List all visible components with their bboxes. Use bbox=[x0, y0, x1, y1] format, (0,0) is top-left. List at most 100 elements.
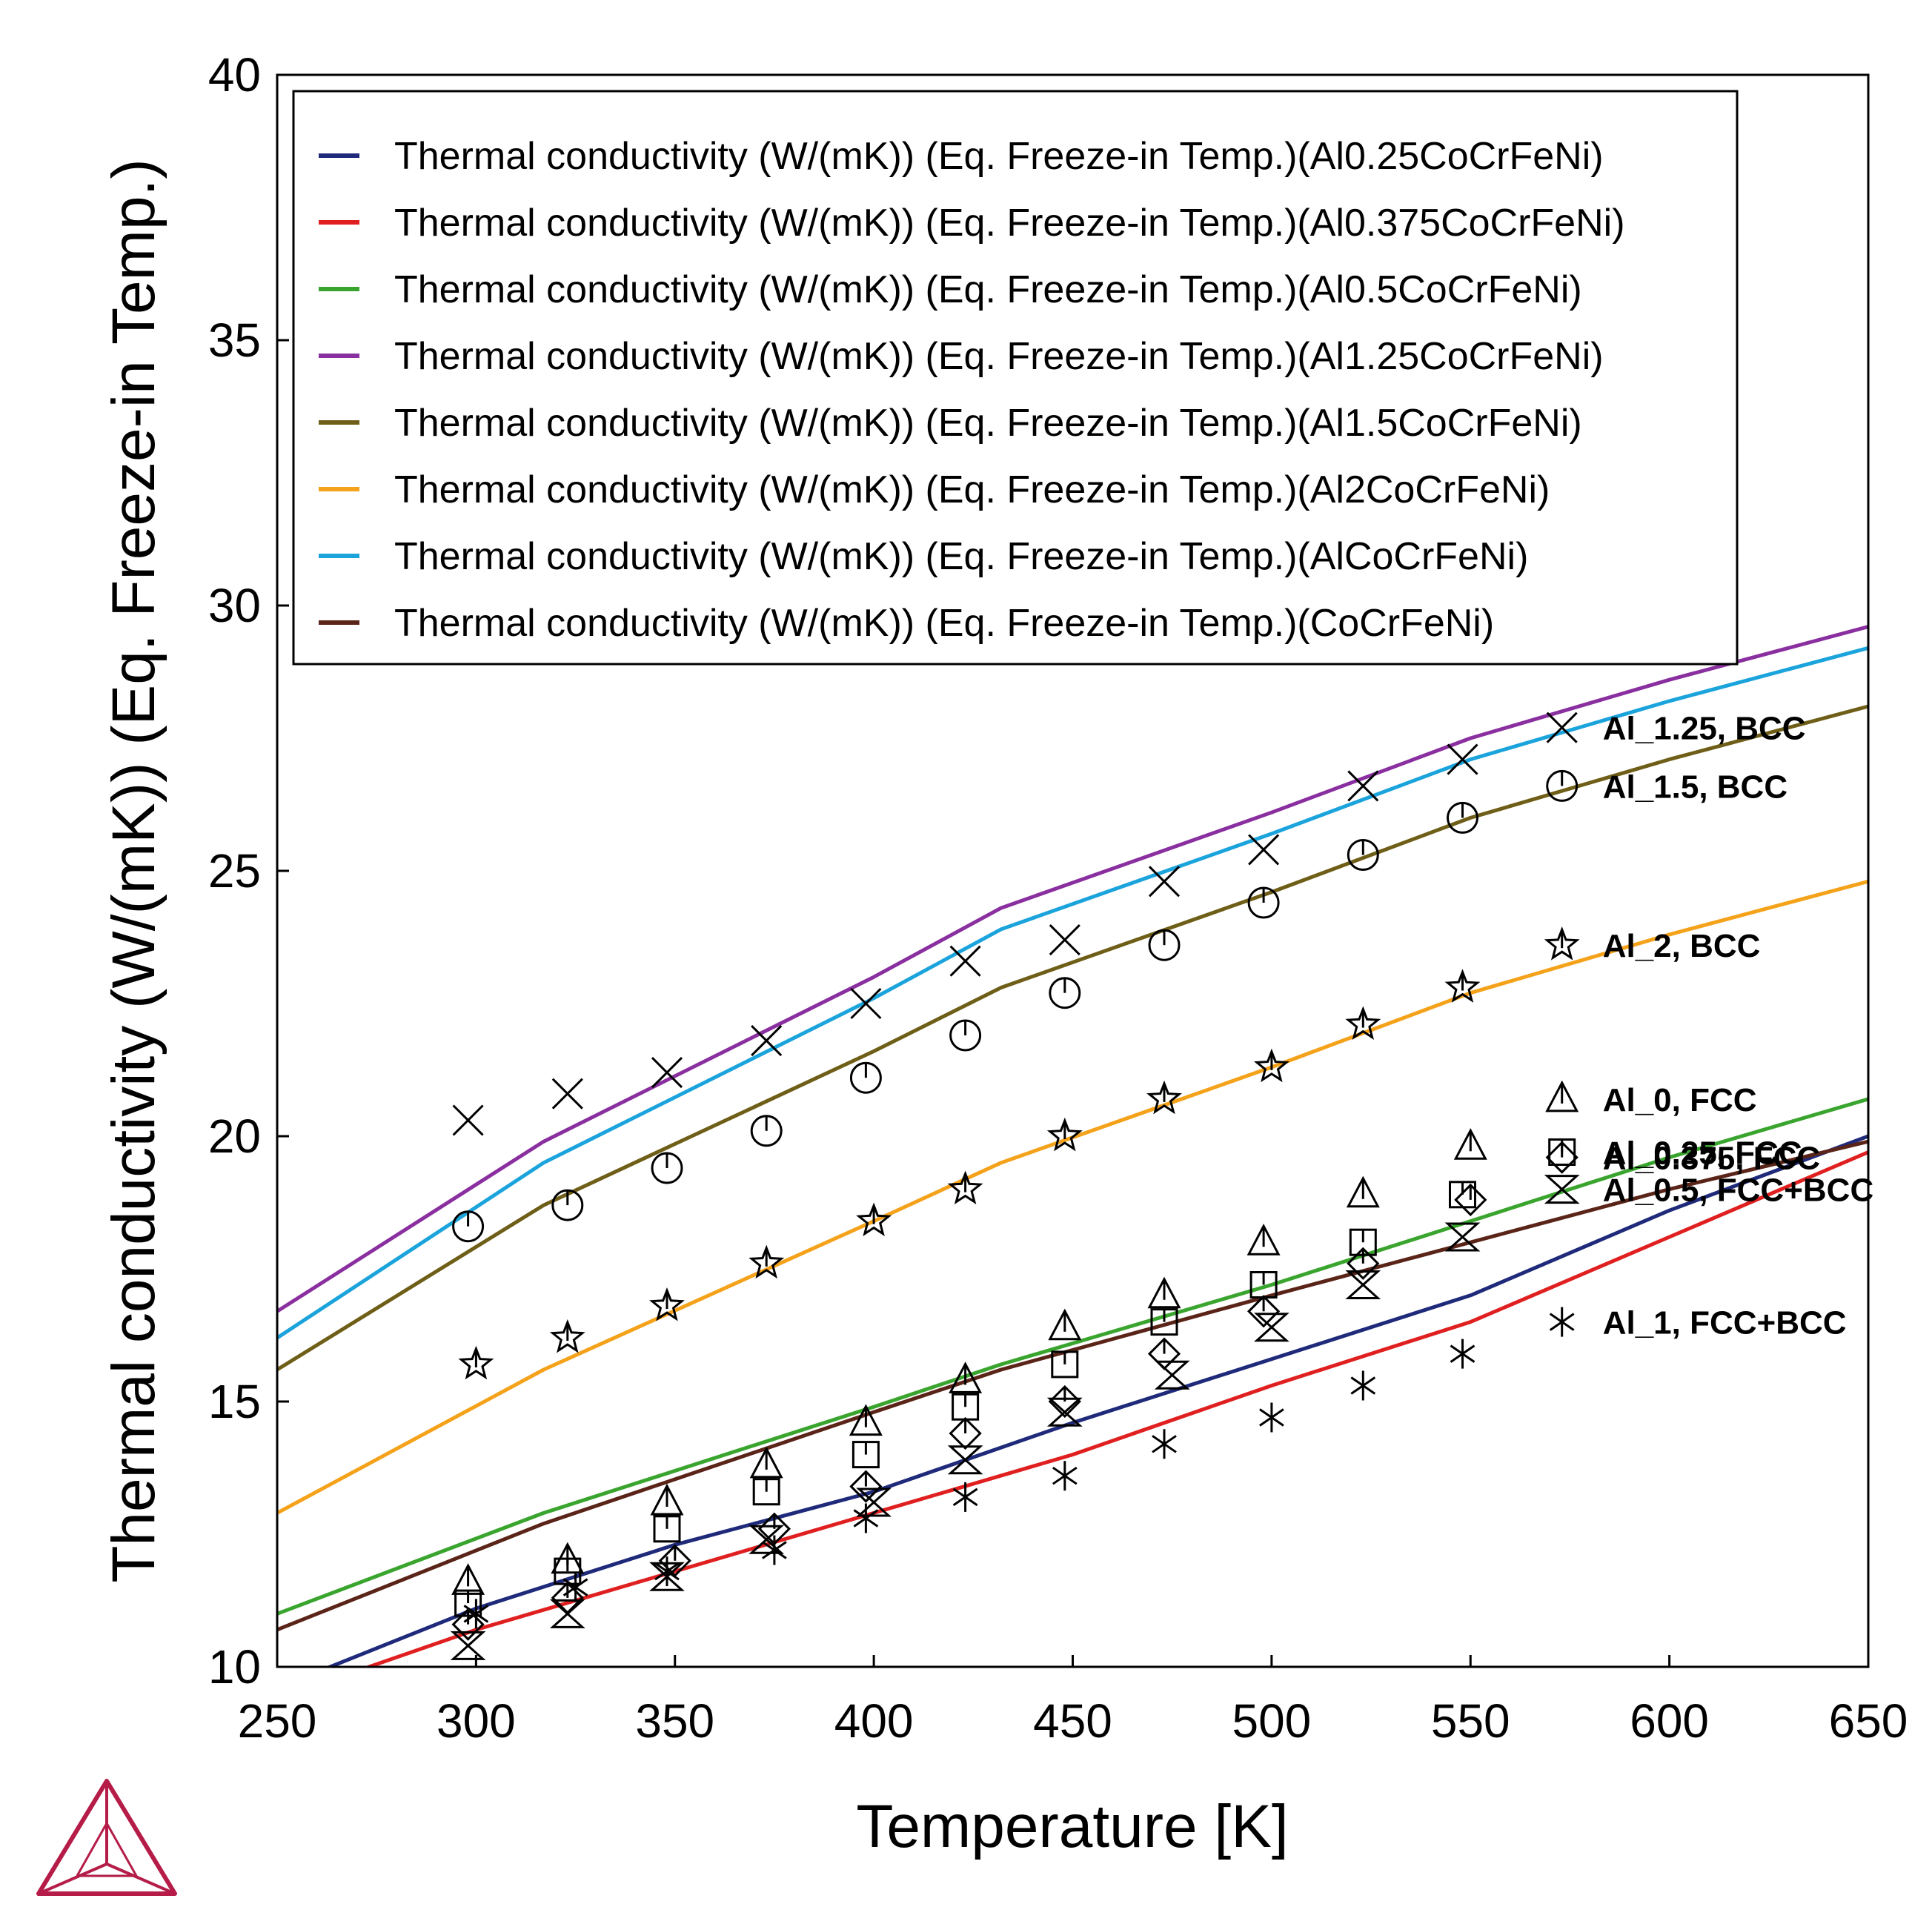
marker-point-2 bbox=[1444, 969, 1481, 1003]
marker-point-7 bbox=[654, 1556, 680, 1587]
annotation-symbol-6 bbox=[1544, 1175, 1580, 1204]
marker-point-6 bbox=[1154, 1360, 1190, 1390]
legend: Thermal conductivity (W/(mK)) (Eq. Freez… bbox=[292, 90, 1739, 666]
series-line-7 bbox=[277, 1139, 1868, 1632]
marker-point-0 bbox=[1049, 924, 1080, 956]
y-tick-label: 15 bbox=[208, 1375, 261, 1428]
marker-point-5 bbox=[1246, 1295, 1281, 1328]
marker-point-5 bbox=[551, 1581, 584, 1615]
marker-point-0 bbox=[452, 1104, 484, 1136]
marker-point-1 bbox=[651, 1152, 683, 1184]
tick-layer: 250 300 350 400 450 500 550 600 650 10 15 20 25 30 35 4… bbox=[208, 48, 1908, 1748]
marker-point-6 bbox=[1444, 1222, 1481, 1252]
x-tick-label: 250 bbox=[238, 1694, 317, 1748]
marker-point-3 bbox=[1346, 1175, 1380, 1208]
marker-point-2 bbox=[947, 1170, 983, 1204]
marker-point-4 bbox=[952, 1393, 980, 1421]
legend-label: Thermal conductivity (W/(mK)) (Eq. Freez… bbox=[394, 468, 1550, 511]
x-tick-label: 550 bbox=[1431, 1694, 1510, 1748]
marker-point-0 bbox=[1347, 770, 1379, 802]
x-tick-label: 400 bbox=[834, 1694, 914, 1748]
marker-point-7 bbox=[562, 1572, 588, 1602]
marker-point-4 bbox=[653, 1515, 681, 1543]
marker-point-6 bbox=[1253, 1313, 1289, 1342]
marker-point-5 bbox=[1147, 1337, 1181, 1370]
y-axis-title: Thermal conductivity (W/(mK)) (Eq. Freez… bbox=[100, 159, 167, 1582]
series-line-4 bbox=[277, 704, 1868, 1372]
series-line-5 bbox=[277, 879, 1868, 1515]
legend-box bbox=[292, 90, 1739, 666]
annotation-label: Al_1, FCC+BCC bbox=[1603, 1305, 1847, 1341]
x-tick-label: 350 bbox=[635, 1694, 714, 1748]
marker-point-1 bbox=[750, 1115, 783, 1147]
y-tick-label: 10 bbox=[208, 1640, 261, 1694]
marker-point-1 bbox=[849, 1061, 882, 1094]
marker-point-3 bbox=[1048, 1308, 1082, 1341]
annotation-layer: Al_1.25, BCC Al_1.5, BCC Al_2, BCC Al_0, FC… bbox=[1544, 711, 1873, 1341]
annotation-label: Al_0, FCC bbox=[1603, 1082, 1757, 1118]
x-tick-label: 450 bbox=[1033, 1694, 1112, 1748]
marker-point-2 bbox=[1345, 1006, 1381, 1040]
marker-point-1 bbox=[1447, 801, 1478, 834]
annotation-symbol-2 bbox=[1544, 926, 1580, 961]
marker-point-0 bbox=[1248, 834, 1280, 866]
legend-label: Thermal conductivity (W/(mK)) (Eq. Freez… bbox=[394, 602, 1494, 645]
legend-label: Thermal conductivity (W/(mK)) (Eq. Freez… bbox=[394, 402, 1582, 445]
marker-point-0 bbox=[551, 1078, 583, 1110]
marker-point-6 bbox=[947, 1445, 983, 1475]
annotation-symbol-5 bbox=[1545, 1141, 1579, 1174]
marker-point-0 bbox=[751, 1025, 783, 1057]
marker-point-2 bbox=[1146, 1080, 1182, 1115]
marker-point-1 bbox=[551, 1189, 584, 1221]
marker-point-0 bbox=[850, 987, 882, 1020]
marker-point-2 bbox=[856, 1202, 892, 1236]
marker-point-6 bbox=[856, 1487, 892, 1517]
marker-point-6 bbox=[649, 1562, 685, 1591]
marker-point-7 bbox=[1052, 1461, 1078, 1491]
marker-point-5 bbox=[849, 1470, 883, 1503]
marker-point-0 bbox=[1148, 866, 1181, 898]
x-tick-label: 600 bbox=[1630, 1694, 1709, 1748]
marker-point-6 bbox=[1046, 1397, 1083, 1427]
marker-point-1 bbox=[1347, 839, 1379, 871]
series-line-1 bbox=[363, 1150, 1868, 1667]
y-tick-label: 20 bbox=[208, 1110, 261, 1163]
x-tick-label: 300 bbox=[436, 1694, 516, 1748]
marker-point-3 bbox=[1147, 1276, 1181, 1309]
marker-point-5 bbox=[1454, 1183, 1487, 1217]
series-line-6 bbox=[277, 646, 1868, 1340]
marker-point-2 bbox=[458, 1345, 494, 1380]
annotation-label: Al_1.25, BCC bbox=[1603, 711, 1806, 747]
marker-point-2 bbox=[549, 1319, 585, 1353]
marker-point-1 bbox=[1247, 886, 1280, 919]
annotation-label: Al_1.5, BCC bbox=[1603, 769, 1787, 805]
marker-point-7 bbox=[463, 1599, 489, 1629]
marker-point-7 bbox=[1350, 1370, 1376, 1401]
legend-label: Thermal conductivity (W/(mK)) (Eq. Freez… bbox=[394, 535, 1528, 578]
marker-point-0 bbox=[949, 945, 981, 977]
marker-point-1 bbox=[1049, 977, 1081, 1009]
marker-point-5 bbox=[949, 1416, 982, 1450]
marker-point-6 bbox=[1345, 1270, 1381, 1299]
marker-point-4 bbox=[1051, 1350, 1079, 1379]
marker-point-4 bbox=[752, 1478, 780, 1506]
annotation-symbol-3 bbox=[1545, 1080, 1579, 1112]
series-layer bbox=[277, 625, 1868, 1667]
marker-point-3 bbox=[949, 1361, 983, 1393]
annotation-symbol-7 bbox=[1549, 1307, 1575, 1337]
series-line-0 bbox=[325, 1134, 1868, 1667]
y-tick-label: 25 bbox=[208, 844, 261, 898]
annotation-symbol-0 bbox=[1546, 712, 1578, 743]
marker-point-3 bbox=[749, 1446, 783, 1479]
legend-label: Thermal conductivity (W/(mK)) (Eq. Freez… bbox=[394, 335, 1604, 378]
series-line-2 bbox=[277, 1097, 1868, 1616]
annotation-label: Al_0.375, FCC bbox=[1603, 1141, 1820, 1177]
marker-point-7 bbox=[762, 1535, 787, 1565]
marker-point-1 bbox=[452, 1210, 485, 1243]
x-axis-title: Temperature [K] bbox=[856, 1793, 1288, 1860]
marker-point-0 bbox=[651, 1057, 683, 1089]
marker-point-5 bbox=[1347, 1247, 1380, 1280]
legend-label: Thermal conductivity (W/(mK)) (Eq. Freez… bbox=[394, 135, 1604, 178]
marker-point-7 bbox=[1259, 1402, 1284, 1433]
annotation-label: Al_2, BCC bbox=[1603, 928, 1761, 964]
